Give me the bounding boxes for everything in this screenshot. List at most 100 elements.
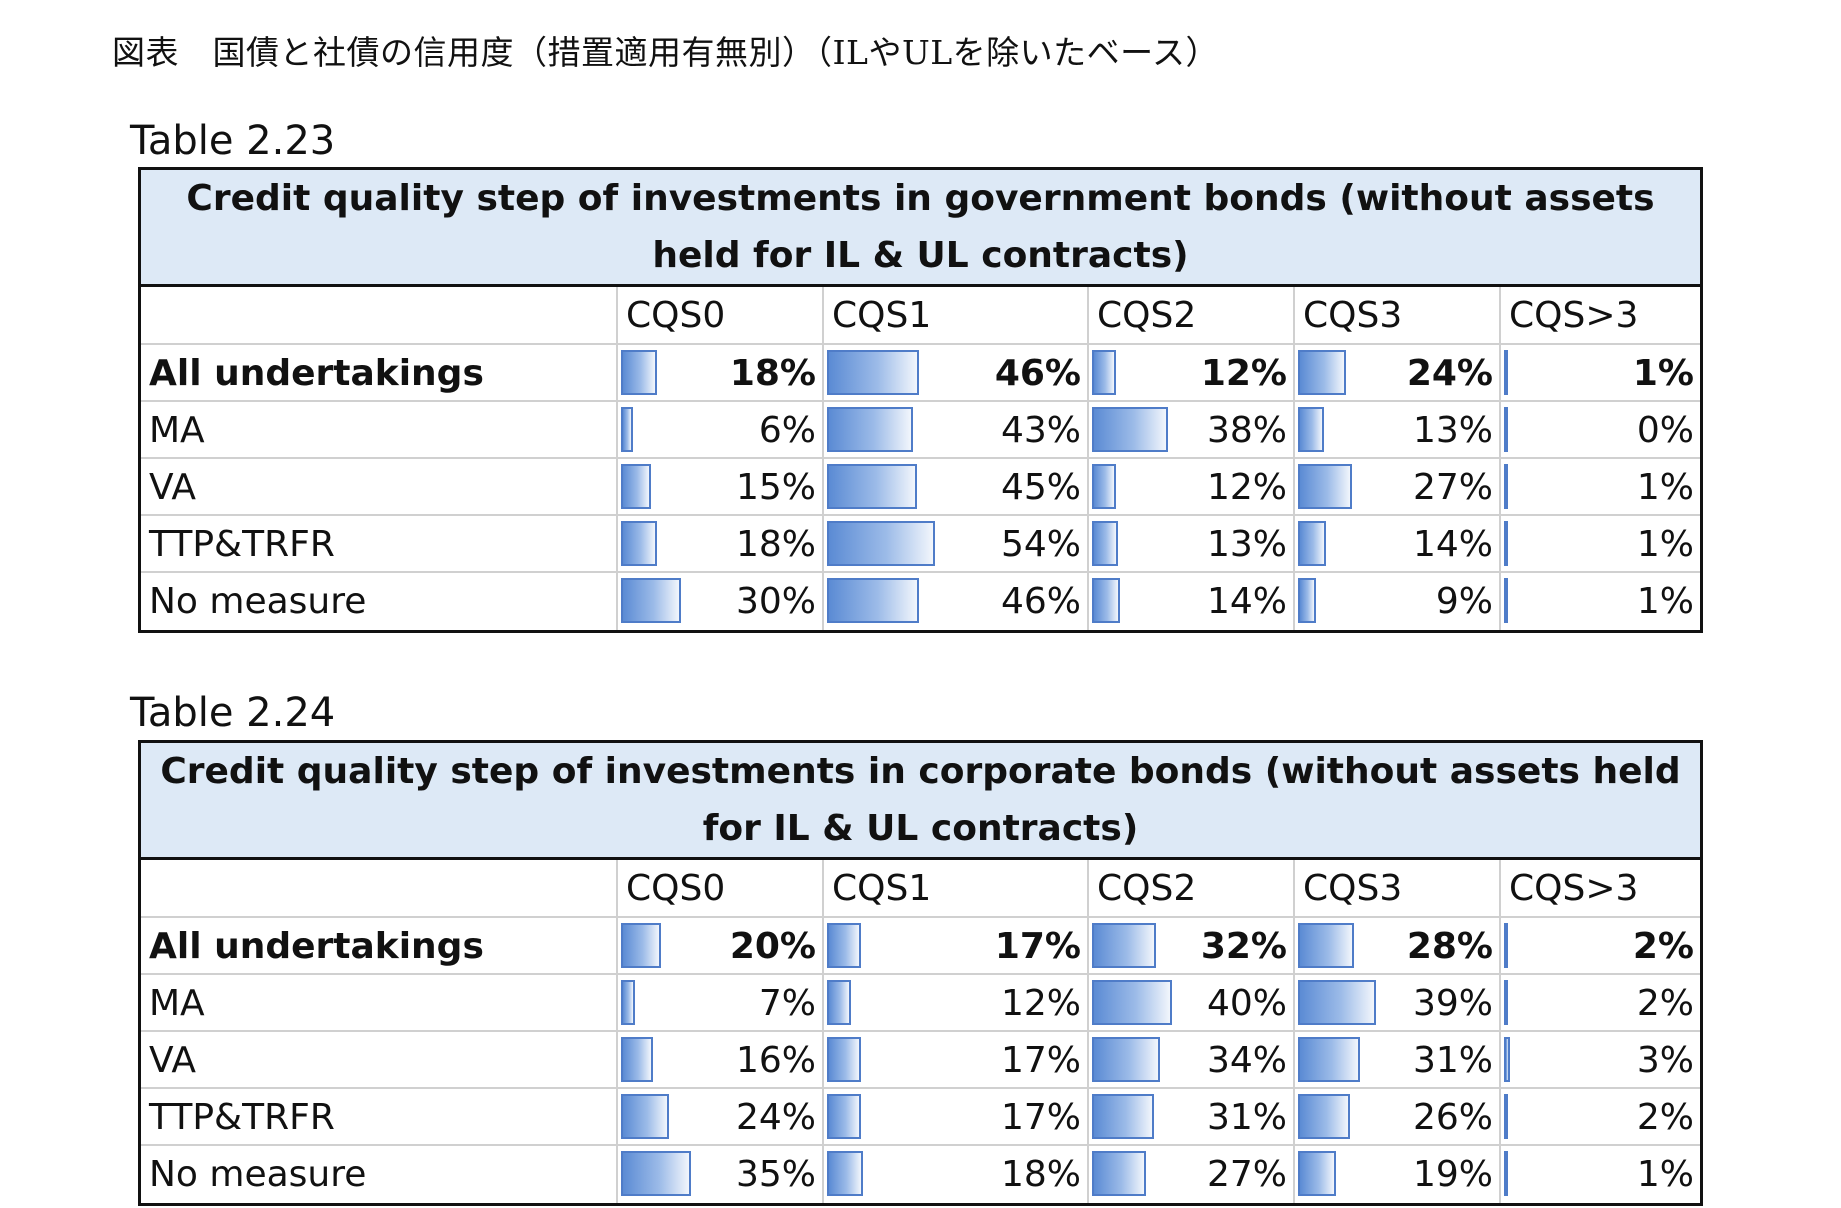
value-label: 9% <box>1435 581 1493 622</box>
value-cell: 40% <box>1089 975 1295 1030</box>
data-bar <box>1298 350 1346 395</box>
data-bar <box>1092 521 1118 566</box>
value-cell: 12% <box>1089 345 1295 400</box>
value-label: 26% <box>1412 1097 1493 1138</box>
value-cell: 2% <box>1501 975 1700 1030</box>
value-cell: 12% <box>1089 459 1295 514</box>
value-label: 0% <box>1636 410 1694 451</box>
table-label: Table 2.24 <box>130 690 336 736</box>
table-row: TTP&TRFR 24% 17% 31% 26% 2% <box>141 1089 1700 1146</box>
value-label: 13% <box>1412 410 1493 451</box>
row-label: TTP&TRFR <box>141 1089 618 1144</box>
column-header: CQS2 <box>1089 860 1295 916</box>
value-label: 15% <box>735 467 816 508</box>
value-label: 2% <box>1632 926 1694 967</box>
data-bar <box>1504 1094 1508 1139</box>
table-row: MA 6% 43% 38% 13% 0% <box>141 402 1700 459</box>
value-cell: 43% <box>824 402 1089 457</box>
value-label: 20% <box>729 926 816 967</box>
value-label: 30% <box>735 581 816 622</box>
value-label: 45% <box>1000 467 1081 508</box>
column-header: CQS0 <box>618 860 824 916</box>
value-label: 7% <box>758 983 816 1024</box>
table-row: All undertakings 20% 17% 32% 28% 2% <box>141 918 1700 975</box>
value-label: 13% <box>1206 524 1287 565</box>
table-row: MA 7% 12% 40% 39% 2% <box>141 975 1700 1032</box>
value-label: 27% <box>1206 1154 1287 1195</box>
table-label: Table 2.23 <box>130 118 336 164</box>
data-bar <box>827 1037 861 1082</box>
value-cell: 46% <box>824 345 1089 400</box>
value-label: 1% <box>1636 524 1694 565</box>
value-cell: 27% <box>1295 459 1501 514</box>
value-label: 43% <box>1000 410 1081 451</box>
value-label: 14% <box>1412 524 1493 565</box>
value-cell: 30% <box>618 573 824 630</box>
table-row: No measure 30% 46% 14% 9% 1% <box>141 573 1700 630</box>
value-cell: 14% <box>1295 516 1501 571</box>
value-cell: 27% <box>1089 1146 1295 1203</box>
value-cell: 24% <box>1295 345 1501 400</box>
value-cell: 26% <box>1295 1089 1501 1144</box>
data-bar <box>1092 1151 1146 1196</box>
value-label: 17% <box>1000 1040 1081 1081</box>
data-bar <box>621 1037 653 1082</box>
value-label: 1% <box>1632 353 1694 394</box>
data-bar <box>1092 578 1120 623</box>
table-row: TTP&TRFR 18% 54% 13% 14% 1% <box>141 516 1700 573</box>
value-label: 40% <box>1206 983 1287 1024</box>
value-cell: 28% <box>1295 918 1501 973</box>
column-header: CQS2 <box>1089 287 1295 343</box>
column-header: CQS>3 <box>1509 868 1639 909</box>
data-bar <box>1298 1037 1360 1082</box>
value-label: 14% <box>1206 581 1287 622</box>
data-bar <box>621 407 633 452</box>
value-cell: 2% <box>1501 918 1700 973</box>
data-bar <box>827 464 917 509</box>
data-bar <box>1504 923 1508 968</box>
value-label: 3% <box>1636 1040 1694 1081</box>
row-label: VA <box>141 459 618 514</box>
data-bar <box>1298 1151 1336 1196</box>
row-label: MA <box>141 402 618 457</box>
data-bar <box>827 1094 861 1139</box>
table-row: VA 15% 45% 12% 27% 1% <box>141 459 1700 516</box>
data-bar <box>1298 923 1354 968</box>
row-label: All undertakings <box>141 918 618 973</box>
data-bar <box>1298 578 1316 623</box>
value-cell: 45% <box>824 459 1089 514</box>
data-bar <box>827 407 913 452</box>
column-header: CQS3 <box>1295 287 1501 343</box>
data-bar <box>1092 350 1116 395</box>
value-label: 2% <box>1636 1097 1694 1138</box>
data-bar <box>1298 464 1352 509</box>
value-label: 19% <box>1412 1154 1493 1195</box>
value-cell: 20% <box>618 918 824 973</box>
value-cell: 34% <box>1089 1032 1295 1087</box>
value-cell: 54% <box>824 516 1089 571</box>
value-cell: 31% <box>1089 1089 1295 1144</box>
value-cell: 13% <box>1089 516 1295 571</box>
value-label: 35% <box>735 1154 816 1195</box>
table-title: Credit quality step of investments in go… <box>141 170 1700 287</box>
data-bar <box>1504 407 1508 452</box>
column-header: CQS>3 <box>1509 295 1639 336</box>
data-bar <box>621 521 657 566</box>
data-bar <box>1504 464 1508 509</box>
value-label: 32% <box>1200 926 1287 967</box>
data-bar <box>1504 350 1508 395</box>
value-cell: 17% <box>824 918 1089 973</box>
data-bar <box>621 578 681 623</box>
data-bar <box>1298 407 1324 452</box>
data-bar <box>827 980 851 1025</box>
value-cell: 24% <box>618 1089 824 1144</box>
value-label: 12% <box>1000 983 1081 1024</box>
value-cell: 38% <box>1089 402 1295 457</box>
value-label: 27% <box>1412 467 1493 508</box>
data-bar <box>827 1151 863 1196</box>
row-label: MA <box>141 975 618 1030</box>
data-bar <box>1504 980 1508 1025</box>
data-bar <box>827 923 861 968</box>
value-cell: 39% <box>1295 975 1501 1030</box>
table-row: All undertakings 18% 46% 12% 24% 1% <box>141 345 1700 402</box>
